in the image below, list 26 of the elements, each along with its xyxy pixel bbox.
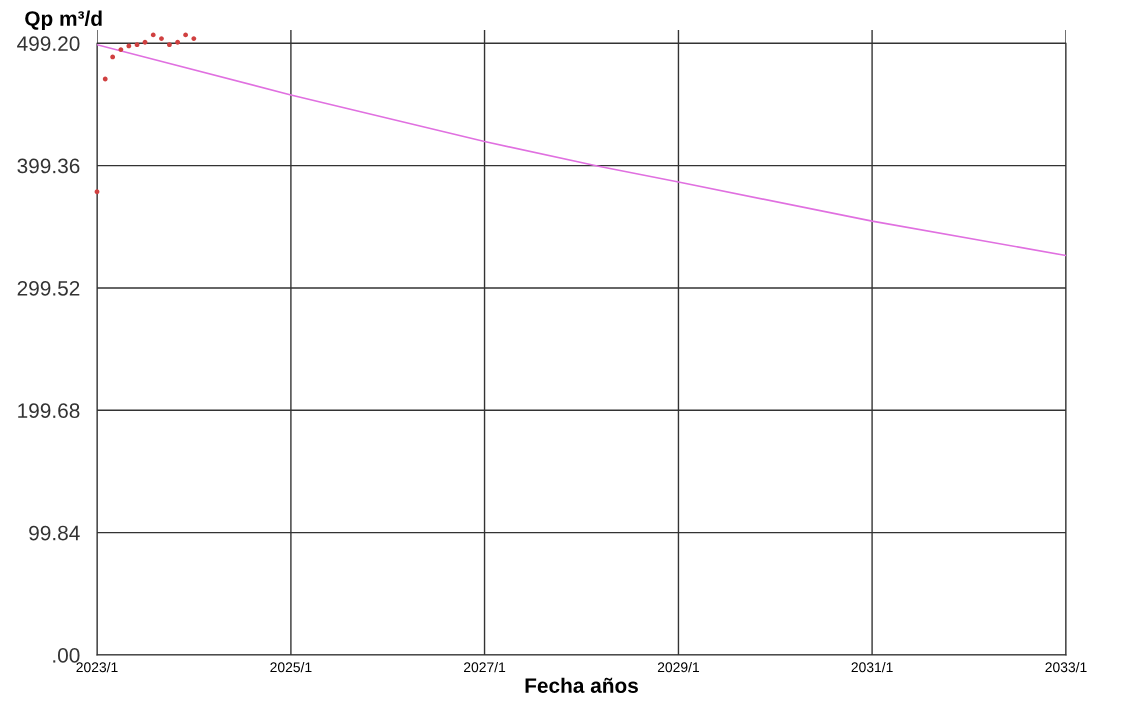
point [183, 32, 188, 38]
point [167, 42, 172, 48]
y-tick-label: 99.84 [29, 525, 80, 541]
point [159, 36, 164, 41]
y-tick-label: 399.36 [17, 158, 80, 174]
y-axis-title: Qp m³/d [25, 10, 102, 30]
x-tick-label: 2029/1 [657, 661, 700, 673]
point [110, 54, 116, 60]
y-tick-label: 299.52 [17, 280, 80, 296]
point [94, 189, 100, 195]
y-tick-label: 199.68 [18, 403, 80, 419]
y-tick-label: .00 [53, 648, 80, 663]
point [142, 39, 148, 45]
x-tick-label: 2027/1 [464, 661, 506, 673]
point [191, 36, 197, 41]
point [118, 47, 124, 53]
x-tick-label: 2025/1 [270, 661, 312, 673]
point [150, 32, 156, 38]
y-tick-label: 499.20 [17, 36, 80, 51]
x-tick-label: 2023/1 [76, 661, 118, 673]
x-tick-label: 2031/1 [851, 661, 893, 673]
x-tick-label: 2033/1 [1045, 661, 1087, 673]
point [175, 39, 181, 45]
x-axis-title: Fecha años [525, 677, 638, 693]
point [134, 42, 140, 48]
point [102, 76, 108, 82]
